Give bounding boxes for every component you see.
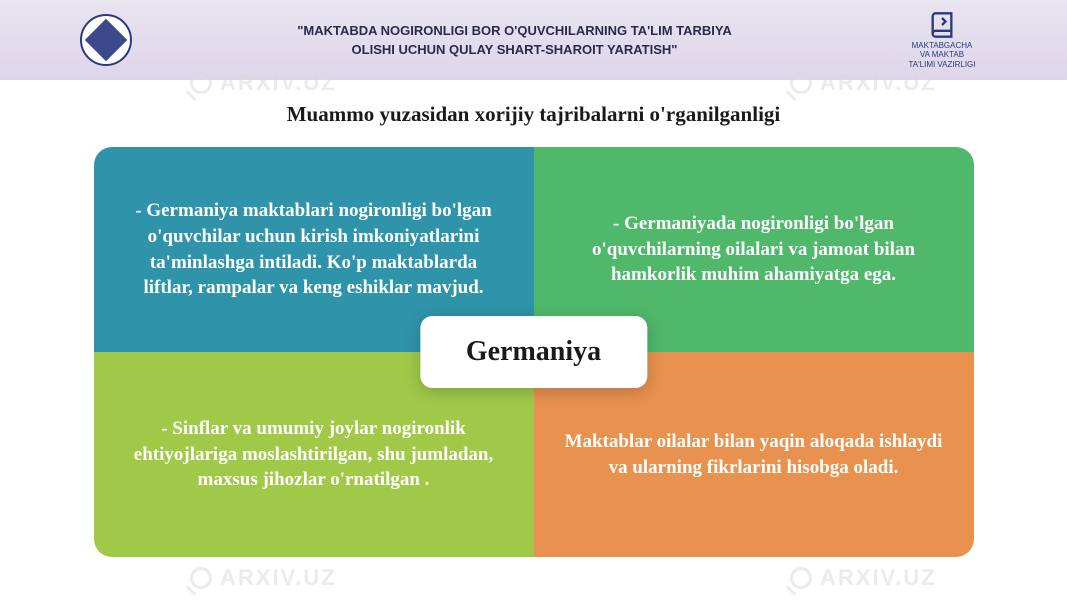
magnifier-icon — [190, 567, 212, 589]
magnifier-icon — [790, 567, 812, 589]
logo-left — [80, 14, 132, 66]
quadrant-grid-wrap: - Germaniya maktablari nogironligi bo'lg… — [0, 147, 1067, 557]
header-title-line2: OLISHI UCHUN QULAY SHART-SHAROIT YARATIS… — [152, 40, 877, 60]
watermark: ARXIV.UZ — [190, 565, 337, 591]
center-label: Germaniya — [466, 336, 601, 367]
watermark: ARXIV.UZ — [790, 565, 937, 591]
ministry-line1: MAKTABGACHA — [908, 41, 975, 51]
book-icon — [928, 11, 956, 39]
quadrant-top-right-text: - Germaniyada nogironligi bo'lgan o'quvc… — [564, 211, 944, 288]
logo-left-diamond-icon — [85, 19, 127, 61]
quadrant-bottom-left-text: - Sinflar va umumiy joylar nogironlik eh… — [124, 416, 504, 493]
header-title: "MAKTABDA NOGIRONLIGI BOR O'QUVCHILARNIN… — [132, 21, 897, 60]
header-title-line1: "MAKTABDA NOGIRONLIGI BOR O'QUVCHILARNIN… — [152, 21, 877, 41]
quadrant-top-left-text: - Germaniya maktablari nogironligi bo'lg… — [124, 198, 504, 301]
ministry-line2: VA MAKTAB — [908, 50, 975, 60]
logo-right: MAKTABGACHA VA MAKTAB TA'LIMI VAZIRLIGI — [897, 11, 987, 70]
quadrant-grid: - Germaniya maktablari nogironligi bo'lg… — [94, 147, 974, 557]
center-label-box: Germaniya — [420, 316, 647, 388]
quadrant-bottom-right-text: Maktablar oilalar bilan yaqin aloqada is… — [564, 429, 944, 480]
ministry-label: MAKTABGACHA VA MAKTAB TA'LIMI VAZIRLIGI — [908, 41, 975, 70]
ministry-line3: TA'LIMI VAZIRLIGI — [908, 60, 975, 70]
page-subtitle: Muammo yuzasidan xorijiy tajribalarni o'… — [0, 102, 1067, 127]
header-bar: "MAKTABDA NOGIRONLIGI BOR O'QUVCHILARNIN… — [0, 0, 1067, 80]
